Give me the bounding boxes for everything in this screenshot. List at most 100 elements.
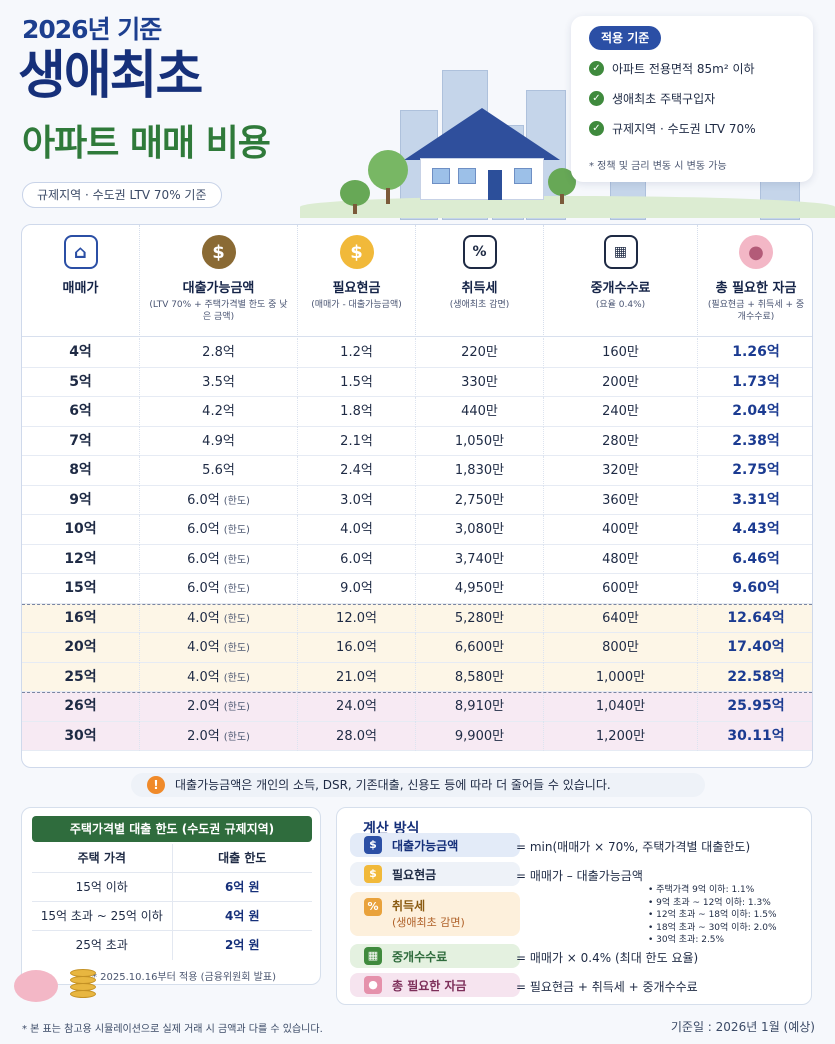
table-row: 9억 6.0억 (한도) 3.0억 2,750만 360만 3.31억 [22,485,812,515]
band-separator [22,692,812,693]
cell-total: 6.46억 [732,550,780,567]
cell-total: 2.04억 [732,403,780,419]
table-row: 7억 4.9억 2.1억 1,050만 280만 2.38억 [22,426,812,456]
table-row: 15억 6.0억 (한도) 9.0억 4,950만 600만 9.60억 [22,574,812,604]
loan-limit-title: 주택가격별 대출 한도 (수도권 규제지역) [32,816,312,842]
cell-tax: 4,950만 [416,574,544,604]
header-year: 2026년 기준 [22,15,162,44]
base-date: 기준일 : 2026년 1월 (예상) [670,1020,815,1034]
calc-eq-fee: = 매매가 × 0.4% (최대 한도 요율) [516,951,699,965]
cell-loan: 6.0억 (한도) [140,485,298,515]
cell-total: 30.11억 [727,727,785,744]
cell-tax: 440만 [416,397,544,427]
cell-fee: 480만 [544,544,698,574]
cell-total: 2.38억 [732,432,780,449]
cell-price: 15억 [22,574,140,604]
cell-cash: 2.1억 [298,426,416,456]
limit-tag: (한도) [223,672,250,684]
cell-price: 16억 [22,603,140,633]
cash-hand-icon: $ [339,235,374,269]
cell-fee: 280만 [544,426,698,456]
cell-loan: 2.0억 (한도) [140,721,298,751]
cell-price: 30억 [22,721,140,751]
table-row: 5억 3.5억 1.5억 330만 200만 1.73억 [22,367,812,397]
cell-loan: 6.0억 (한도) [140,544,298,574]
calc-eq-loan: = min(매매가 × 70%, 주택가격별 대출한도) [516,840,751,854]
table-row: 26억 2.0억 (한도) 24.0억 8,910만 1,040만 25.95억 [22,692,812,722]
limit-tag: (한도) [223,554,250,566]
cell-fee: 1,040만 [544,692,698,722]
cell-cash: 3.0억 [298,485,416,515]
page-subtitle: 아파트 매매 비용 [22,123,271,164]
cell-fee: 400만 [544,515,698,545]
col-header-total: ● 총 필요한 자금 (필요현금 + 취득세 + 중개수수료) [698,225,812,337]
cell-loan: 4.9억 [140,426,298,456]
cell-fee: 1,200만 [544,721,698,751]
coin-stack-icon [70,990,96,998]
calculator-icon: ▦ [364,947,382,965]
cell-cash: 4.0억 [298,515,416,545]
check-icon: ✓ [589,61,604,76]
warning-icon: ! [147,776,165,794]
cell-loan: 4.0억 (한도) [140,603,298,633]
calc-label-loan: $ 대출가능금액 [350,833,520,857]
table-row: 4억 2.8억 1.2억 220만 160만 1.26억 [22,338,812,368]
cell-fee: 160만 [544,338,698,368]
table-header: ⌂ 매매가 $ 대출가능금액 (LTV 70% + 주택가격별 한도 중 낮은 … [22,225,812,337]
table-row: 30억 2.0억 (한도) 28.0억 9,900만 1,200만 30.11억 [22,721,812,751]
cell-price: 10억 [22,515,140,545]
limit-tag: (한도) [223,495,250,507]
cell-price: 5억 [22,367,140,397]
cell-tax: 8,910만 [416,692,544,722]
cell-price: 6억 [22,397,140,427]
criteria-note: * 정책 및 금리 변동 시 변동 가능 [589,161,727,172]
cell-cash: 1.2억 [298,338,416,368]
calc-label-total: ● 총 필요한 자금 [350,973,520,997]
calculator-icon: ▦ [603,235,638,269]
limit-tag: (한도) [223,643,250,654]
cell-total: 12.64억 [727,609,785,626]
cell-total: 2.75억 [732,462,780,478]
table-row: 20억 4.0억 (한도) 16.0억 6,600만 800만 17.40억 [22,633,812,663]
criteria-card: 적용 기준 ✓ 아파트 전용면적 85m² 이하 ✓ 생애최초 주택구입자 ✓ … [571,16,813,182]
cell-cash: 24.0억 [298,692,416,722]
footnote: * 본 표는 참고용 시뮬레이션으로 실제 거래 시 금액과 다를 수 있습니다… [22,1024,323,1035]
money-bag-icon: $ [201,235,236,269]
calc-label-cash: $ 필요현금 [350,862,520,886]
cell-fee: 320만 [544,456,698,486]
cell-total: 4.43억 [732,521,780,537]
cell-loan: 4.0억 (한도) [140,662,298,692]
loan-limit-row: 15억 이하 6억 원 [32,873,312,902]
cell-tax: 6,600만 [416,633,544,663]
cell-tax: 5,280만 [416,603,544,633]
cell-loan: 4.2억 [140,397,298,427]
col-header-tax: % 취득세 (생애최초 감면) [416,225,544,337]
table-row: 16억 4.0억 (한도) 12.0억 5,280만 640만 12.64억 [22,603,812,633]
col-header-cash: $ 필요현금 (매매가 - 대출가능금액) [298,225,416,337]
money-bag-icon: $ [364,836,382,854]
limit-tag: (한도) [223,525,250,536]
cash-hand-icon: $ [364,865,382,883]
tax-rate-list: • 주택가격 9억 이하: 1.1% • 9억 초과 ~ 12억 이하: 1.3… [648,885,777,946]
loan-limit-note: * 2025.10.16부터 적용 (금융위원회 발표) [92,972,276,983]
cell-loan: 2.8억 [140,338,298,368]
cell-fee: 640만 [544,603,698,633]
cell-tax: 9,900만 [416,721,544,751]
cost-table: ⌂ 매매가 $ 대출가능금액 (LTV 70% + 주택가격별 한도 중 낮은 … [21,224,813,768]
cell-price: 20억 [22,633,140,663]
cell-loan: 6.0억 (한도) [140,574,298,604]
cell-tax: 8,580만 [416,662,544,692]
cell-price: 26억 [22,692,140,722]
cell-tax: 2,750만 [416,485,544,515]
cell-loan: 4.0억 (한도) [140,633,298,663]
cell-price: 9억 [22,485,140,515]
piggy-bank-icon: ● [364,976,382,994]
cell-cash: 1.8억 [298,397,416,427]
table-row: 10억 6.0억 (한도) 4.0억 3,080만 400만 4.43억 [22,515,812,545]
piggy-bank-icon: ● [739,235,773,269]
loan-limit-row: 25억 초과 2억 원 [32,931,312,960]
cell-cash: 28.0억 [298,721,416,751]
table-row: 25억 4.0억 (한도) 21.0억 8,580만 1,000만 22.58억 [22,662,812,692]
cell-fee: 240만 [544,397,698,427]
cell-tax: 3,740만 [416,544,544,574]
